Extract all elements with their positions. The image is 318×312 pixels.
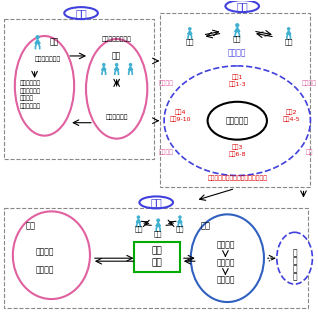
Circle shape [137, 215, 140, 219]
Text: 基础: 基础 [26, 222, 36, 231]
Text: 学生: 学生 [112, 51, 121, 61]
Text: 设计方案: 设计方案 [216, 241, 235, 250]
Bar [4, 208, 308, 308]
Circle shape [178, 215, 182, 219]
Ellipse shape [86, 39, 147, 139]
Text: 课中: 课中 [236, 1, 248, 11]
Text: 撰写预习报告: 撰写预习报告 [105, 114, 128, 119]
Text: 操作示范: 操作示范 [302, 80, 317, 86]
Polygon shape [188, 31, 192, 34]
Text: 阶段1
过程1-3: 阶段1 过程1-3 [228, 75, 246, 87]
Text: 安全知识初识
实验基本原理
实验内容
实验操作视频: 安全知识初识 实验基本原理 实验内容 实验操作视频 [20, 81, 41, 109]
Polygon shape [128, 66, 133, 70]
Text: 反馈
评价: 反馈 评价 [152, 247, 162, 268]
Text: 阶段4
过程9-10: 阶段4 过程9-10 [170, 110, 192, 122]
Circle shape [235, 23, 239, 27]
Text: 学生: 学生 [186, 39, 194, 45]
FancyBboxPatch shape [135, 242, 180, 272]
Polygon shape [156, 222, 161, 226]
Circle shape [115, 63, 118, 66]
Text: 课程综述: 课程综述 [35, 266, 54, 275]
Text: 撰写论文: 撰写论文 [216, 275, 235, 285]
Text: 课程思政: 课程思政 [159, 80, 174, 86]
Circle shape [129, 63, 132, 66]
Text: 阶段3
过程6-8: 阶段3 过程6-8 [229, 144, 246, 157]
Text: 教师: 教师 [154, 230, 162, 236]
Text: 学生: 学生 [176, 225, 184, 232]
Text: 课: 课 [292, 273, 297, 282]
Polygon shape [114, 66, 119, 70]
Ellipse shape [64, 7, 98, 19]
Polygon shape [178, 219, 182, 222]
Circle shape [102, 63, 106, 66]
Text: 课前: 课前 [75, 8, 87, 18]
Text: 实验研究: 实验研究 [216, 259, 235, 268]
Polygon shape [235, 27, 240, 32]
Text: 知识点介绍（研究进展、行业动态）: 知识点介绍（研究进展、行业动态） [207, 176, 267, 181]
Circle shape [156, 218, 160, 222]
Text: 学生: 学生 [134, 225, 143, 232]
Text: 课后: 课后 [150, 197, 162, 207]
Circle shape [35, 35, 40, 39]
Polygon shape [35, 39, 40, 43]
Bar [160, 13, 310, 188]
Ellipse shape [208, 102, 267, 140]
Polygon shape [102, 66, 106, 70]
Ellipse shape [225, 0, 259, 12]
Circle shape [188, 27, 191, 31]
Text: 安全提醒: 安全提醒 [228, 48, 246, 57]
Text: 分段式教学: 分段式教学 [226, 116, 249, 125]
Text: 纠错: 纠错 [306, 150, 313, 155]
Ellipse shape [139, 197, 173, 208]
Ellipse shape [15, 36, 74, 136]
Ellipse shape [13, 211, 90, 299]
Text: 学生: 学生 [284, 39, 293, 45]
Circle shape [287, 27, 290, 31]
Text: 二: 二 [292, 257, 297, 266]
Polygon shape [287, 31, 291, 34]
Polygon shape [136, 219, 141, 222]
Text: 个别指导: 个别指导 [159, 150, 174, 155]
Text: 阶段2
过程4-5: 阶段2 过程4-5 [283, 110, 301, 122]
Text: 准备学习任务单: 准备学习任务单 [35, 56, 61, 62]
Ellipse shape [277, 232, 312, 284]
Bar [4, 19, 154, 158]
Ellipse shape [191, 214, 264, 302]
Text: 实验报告: 实验报告 [35, 248, 54, 257]
Text: 第: 第 [292, 249, 297, 258]
Text: 教师: 教师 [233, 36, 241, 42]
Text: 教师: 教师 [49, 37, 59, 46]
Text: 主动观看操作视频: 主动观看操作视频 [102, 36, 132, 42]
Text: 三: 三 [292, 265, 297, 274]
Text: 拓展: 拓展 [201, 222, 211, 231]
